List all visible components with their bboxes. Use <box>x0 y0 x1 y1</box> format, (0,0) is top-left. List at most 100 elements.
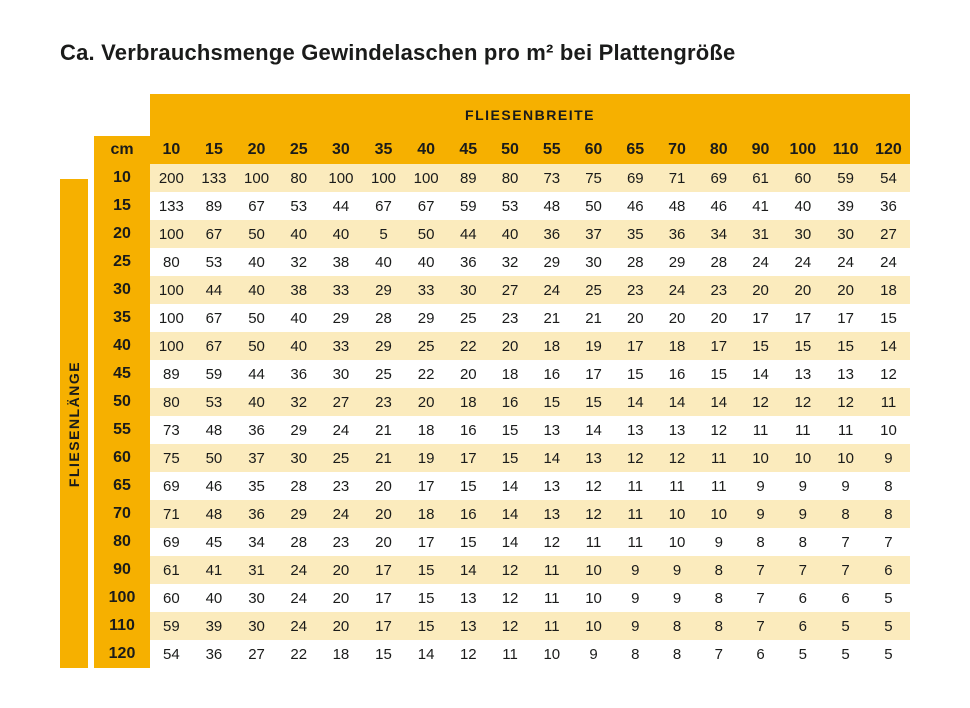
column-header: 50 <box>489 136 531 164</box>
cell-value: 41 <box>193 556 236 584</box>
cell-value: 18 <box>405 500 448 528</box>
table-row: 351006750402928292523212120202017171715 <box>94 304 910 332</box>
cell-value: 31 <box>235 556 278 584</box>
cell-value: 24 <box>278 556 320 584</box>
cell-value: 12 <box>489 612 531 640</box>
cell-value: 30 <box>235 584 278 612</box>
cell-value: 17 <box>824 304 867 332</box>
cell-value: 46 <box>193 472 236 500</box>
cell-value: 18 <box>489 360 531 388</box>
table-wrapper: FLIESENLÄNGE FLIESENBREITE cm 1015202530… <box>60 94 910 668</box>
cell-value: 11 <box>824 416 867 444</box>
cell-value: 15 <box>489 416 531 444</box>
page-title: Ca. Verbrauchsmenge Gewindelaschen pro m… <box>60 40 910 66</box>
cell-value: 40 <box>235 276 278 304</box>
column-header: 65 <box>614 136 656 164</box>
cell-value: 50 <box>405 220 448 248</box>
cell-value: 13 <box>573 444 615 472</box>
cell-value: 20 <box>362 500 405 528</box>
cell-value: 29 <box>531 248 573 276</box>
cell-value: 9 <box>867 444 910 472</box>
cell-value: 21 <box>573 304 615 332</box>
cell-value: 7 <box>740 612 782 640</box>
row-header: 40 <box>94 332 150 360</box>
cell-value: 13 <box>531 500 573 528</box>
cell-value: 14 <box>698 388 740 416</box>
cell-value: 10 <box>531 640 573 668</box>
cell-value: 14 <box>489 500 531 528</box>
cell-value: 8 <box>740 528 782 556</box>
column-header: 40 <box>405 136 448 164</box>
cell-value: 24 <box>278 612 320 640</box>
cell-value: 9 <box>614 584 656 612</box>
cell-value: 80 <box>150 388 193 416</box>
cell-value: 40 <box>235 388 278 416</box>
cell-value: 40 <box>278 220 320 248</box>
cell-value: 23 <box>320 472 363 500</box>
row-header: 80 <box>94 528 150 556</box>
cell-value: 7 <box>740 584 782 612</box>
row-header: 25 <box>94 248 150 276</box>
cell-value: 5 <box>362 220 405 248</box>
table-row: 45895944363025222018161715161514131312 <box>94 360 910 388</box>
cell-value: 29 <box>320 304 363 332</box>
cell-value: 27 <box>320 388 363 416</box>
cell-value: 8 <box>614 640 656 668</box>
cell-value: 15 <box>447 472 489 500</box>
cell-value: 6 <box>781 612 824 640</box>
cell-value: 12 <box>447 640 489 668</box>
cell-value: 13 <box>447 612 489 640</box>
cell-value: 17 <box>740 304 782 332</box>
cell-value: 10 <box>781 444 824 472</box>
cell-value: 69 <box>150 472 193 500</box>
cell-value: 67 <box>193 304 236 332</box>
row-header: 100 <box>94 584 150 612</box>
cell-value: 25 <box>320 444 363 472</box>
cell-value: 7 <box>740 556 782 584</box>
cell-value: 20 <box>320 612 363 640</box>
cell-value: 50 <box>235 304 278 332</box>
cell-value: 16 <box>531 360 573 388</box>
column-header: 35 <box>362 136 405 164</box>
cell-value: 14 <box>531 444 573 472</box>
cell-value: 34 <box>235 528 278 556</box>
cell-value: 5 <box>867 640 910 668</box>
cell-value: 36 <box>656 220 698 248</box>
cell-value: 11 <box>781 416 824 444</box>
y-axis-label: FLIESENLÄNGE <box>66 360 82 486</box>
column-header: 70 <box>656 136 698 164</box>
cell-value: 24 <box>320 500 363 528</box>
cell-value: 75 <box>150 444 193 472</box>
table-row: 9061413124201715141211109987776 <box>94 556 910 584</box>
cell-value: 38 <box>320 248 363 276</box>
cell-value: 10 <box>573 584 615 612</box>
table-row: 6075503730252119171514131212111010109 <box>94 444 910 472</box>
cell-value: 7 <box>867 528 910 556</box>
cell-value: 25 <box>573 276 615 304</box>
cell-value: 8 <box>698 556 740 584</box>
cell-value: 36 <box>193 640 236 668</box>
table-row: 20100675040405504440363735363431303027 <box>94 220 910 248</box>
row-header: 50 <box>94 388 150 416</box>
cell-value: 133 <box>193 164 236 192</box>
cell-value: 7 <box>824 528 867 556</box>
cell-value: 14 <box>489 528 531 556</box>
cell-value: 24 <box>867 248 910 276</box>
row-header: 60 <box>94 444 150 472</box>
cell-value: 11 <box>531 556 573 584</box>
table-row: 1020013310080100100100898073756971696160… <box>94 164 910 192</box>
cell-value: 9 <box>781 472 824 500</box>
cell-value: 53 <box>278 192 320 220</box>
cell-value: 12 <box>656 444 698 472</box>
cell-value: 33 <box>320 332 363 360</box>
cell-value: 8 <box>698 584 740 612</box>
cell-value: 9 <box>573 640 615 668</box>
cell-value: 25 <box>405 332 448 360</box>
table-row: 50805340322723201816151514141412121211 <box>94 388 910 416</box>
cell-value: 30 <box>447 276 489 304</box>
cell-value: 36 <box>867 192 910 220</box>
cell-value: 15 <box>573 388 615 416</box>
column-header: 10 <box>150 136 193 164</box>
cell-value: 20 <box>447 360 489 388</box>
cell-value: 19 <box>573 332 615 360</box>
